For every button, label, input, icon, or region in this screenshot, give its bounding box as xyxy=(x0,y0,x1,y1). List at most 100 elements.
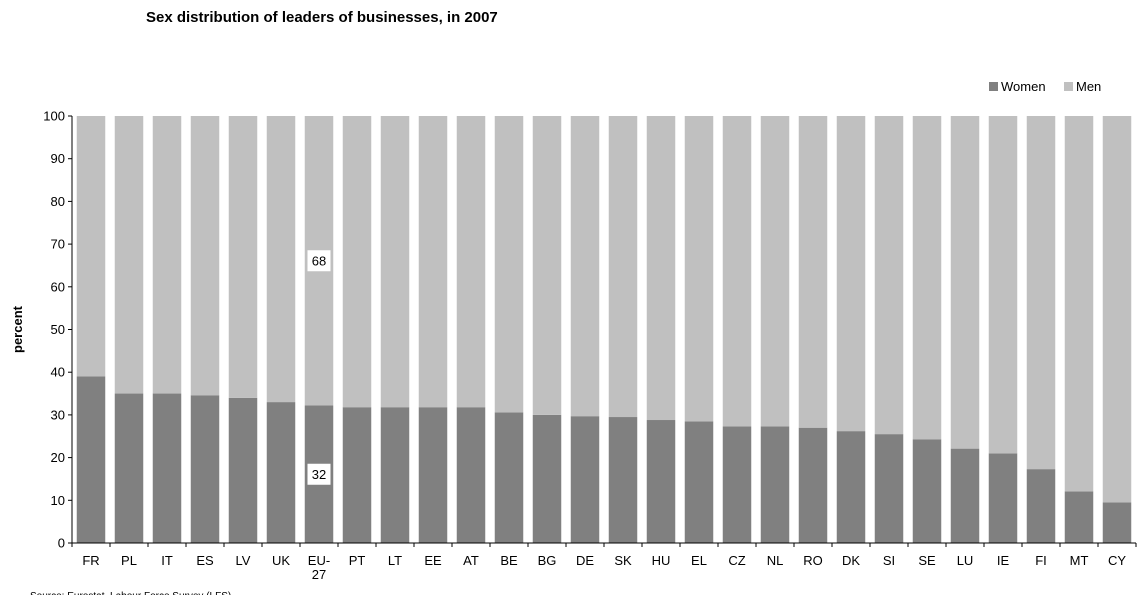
bar-men-si xyxy=(874,116,904,435)
bar-women-fi xyxy=(1026,469,1056,543)
x-tick-label: FI xyxy=(1035,553,1047,568)
x-tick-label: EL xyxy=(691,553,707,568)
bar-women-lu xyxy=(950,448,980,543)
bar-men-bg xyxy=(532,116,562,415)
chart-title: Sex distribution of leaders of businesse… xyxy=(146,9,498,26)
bar-women-mt xyxy=(1064,491,1094,543)
bar-women-es xyxy=(190,395,220,543)
y-tick-label: 60 xyxy=(51,279,65,294)
x-tick-label: FR xyxy=(82,553,99,568)
bar-women-it xyxy=(152,393,182,543)
x-tick-label: SK xyxy=(614,553,632,568)
x-tick-label: IE xyxy=(997,553,1010,568)
x-tick-label: EE xyxy=(424,553,442,568)
y-tick-label: 40 xyxy=(51,365,65,380)
bar-men-at xyxy=(456,116,486,408)
y-tick-label: 100 xyxy=(43,109,65,124)
bar-men-pt xyxy=(342,116,372,408)
bar-women-lv xyxy=(228,397,258,543)
bar-men-lv xyxy=(228,116,258,398)
bar-men-ie xyxy=(988,116,1018,454)
y-tick-label: 80 xyxy=(51,194,65,209)
bar-men-de xyxy=(570,116,600,417)
y-axis-label: percent xyxy=(10,305,25,353)
x-tick-label: NL xyxy=(767,553,784,568)
bar-women-dk xyxy=(836,431,866,543)
bar-women-de xyxy=(570,416,600,543)
bar-men-se xyxy=(912,116,942,440)
x-tick-label: ES xyxy=(196,553,214,568)
data-label-box xyxy=(307,250,331,272)
legend-label-men: Men xyxy=(1076,79,1101,94)
bar-women-se xyxy=(912,439,942,543)
x-tick-label: BG xyxy=(538,553,557,568)
x-tick-label: DK xyxy=(842,553,860,568)
x-tick-label: HU xyxy=(652,553,671,568)
x-tick-label: LT xyxy=(388,553,402,568)
bar-women-ie xyxy=(988,453,1018,543)
x-tick-label: LU xyxy=(957,553,974,568)
x-tick-label: LV xyxy=(236,553,251,568)
y-tick-label: 10 xyxy=(51,493,65,508)
bar-women-bg xyxy=(532,414,562,543)
data-label-men: 68 xyxy=(312,253,326,268)
x-tick-label: BE xyxy=(500,553,518,568)
bar-men-fr xyxy=(76,116,106,377)
y-tick-label: 50 xyxy=(51,322,65,337)
x-tick-label: IT xyxy=(161,553,173,568)
x-tick-label: AT xyxy=(463,553,479,568)
bar-men-cy xyxy=(1102,116,1132,503)
bar-women-pl xyxy=(114,393,144,543)
x-tick-label: RO xyxy=(803,553,823,568)
x-tick-label: CY xyxy=(1108,553,1126,568)
data-label-box xyxy=(307,463,331,485)
x-tick-label: PL xyxy=(121,553,137,568)
bar-women-lt xyxy=(380,407,410,543)
bar-men-dk xyxy=(836,116,866,432)
bar-men-es xyxy=(190,116,220,396)
x-tick-label: UK xyxy=(272,553,290,568)
bar-women-ee xyxy=(418,407,448,543)
bar-men-be xyxy=(494,116,524,413)
bar-women-ro xyxy=(798,427,828,543)
bar-women-hu xyxy=(646,420,676,543)
bar-women-uk xyxy=(266,402,296,543)
legend-label-women: Women xyxy=(1001,79,1046,94)
bar-women-cy xyxy=(1102,502,1132,543)
bar-men-hu xyxy=(646,116,676,421)
bar-men-it xyxy=(152,116,182,394)
bar-men-ee xyxy=(418,116,448,408)
bar-men-nl xyxy=(760,116,790,427)
bar-women-cz xyxy=(722,426,752,543)
bar-women-be xyxy=(494,412,524,543)
bar-men-uk xyxy=(266,116,296,403)
x-tick-label: EU-27 xyxy=(308,553,330,582)
bars-group xyxy=(76,116,1132,543)
labels-group: 32 68 Source: Eurostat, Labour Force Surve… xyxy=(30,250,331,595)
bar-women-fr xyxy=(76,376,106,543)
legend-swatch-men xyxy=(1064,82,1073,91)
bar-men-sk xyxy=(608,116,638,418)
bar-women-si xyxy=(874,434,904,543)
x-tick-label: PT xyxy=(349,553,366,568)
bar-men-ro xyxy=(798,116,828,428)
bar-women-nl xyxy=(760,426,790,543)
source-note: Source: Eurostat, Labour Force Survey (L… xyxy=(30,591,231,595)
bar-women-sk xyxy=(608,417,638,543)
bar-men-pl xyxy=(114,116,144,394)
y-tick-label: 70 xyxy=(51,237,65,252)
y-tick-label: 30 xyxy=(51,407,65,422)
bar-men-mt xyxy=(1064,116,1094,492)
axes-group: 0 10 20 30 40 50 60 70 80 90 100 FR PL IT ES LV UK EU-27 P… xyxy=(10,109,1137,582)
legend-swatch-women xyxy=(989,82,998,91)
bar-men-fi xyxy=(1026,116,1056,470)
y-tick-label: 90 xyxy=(51,151,65,166)
bar-women-pt xyxy=(342,407,372,543)
bar-men-lu xyxy=(950,116,980,449)
y-tick-label: 20 xyxy=(51,450,65,465)
bar-women-el xyxy=(684,421,714,543)
x-tick-label: CZ xyxy=(728,553,745,568)
x-tick-label: MT xyxy=(1070,553,1089,568)
x-tick-label: DE xyxy=(576,553,594,568)
